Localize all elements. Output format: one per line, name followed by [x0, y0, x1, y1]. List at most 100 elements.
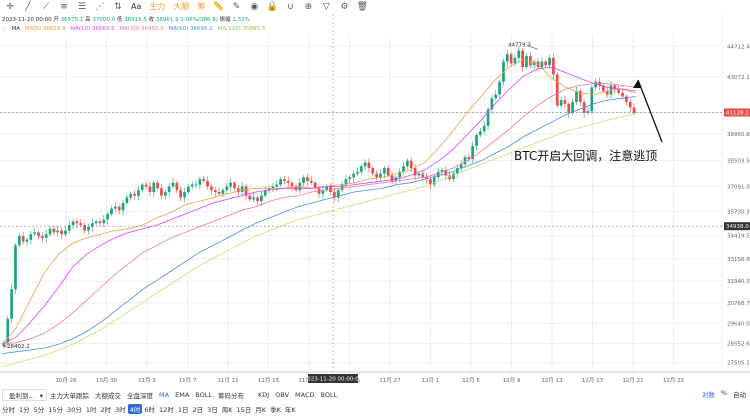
timeframe-3[interactable]: 15分 [48, 406, 64, 414]
candle-body [256, 197, 259, 202]
candle-body [152, 182, 156, 192]
candle-body [60, 230, 63, 235]
annotation-arrow-line [637, 79, 663, 143]
trendline-icon[interactable]: ╱ [25, 2, 31, 12]
indicator-ma[interactable]: MA [159, 391, 170, 399]
candle-body [83, 225, 86, 231]
candle-body [609, 85, 613, 95]
candle-body [398, 171, 402, 178]
candle-body [528, 56, 532, 66]
timeframe-11[interactable]: 1日 [177, 406, 189, 414]
price-tag-box [724, 108, 750, 117]
ma-line-MA(5) [1, 59, 637, 345]
candle-body [382, 168, 386, 174]
candle-body [348, 177, 352, 180]
candle-body [194, 184, 198, 186]
indicator-boll[interactable]: BOLL [195, 391, 212, 399]
text-tool[interactable]: Aa [131, 2, 142, 11]
y-tick-label: 29640.0 [727, 322, 750, 328]
y-tick-label: 27505.1 [727, 361, 750, 367]
candle-body [575, 90, 578, 102]
timeframe-9[interactable]: 6时 [144, 406, 156, 414]
fib-icon[interactable]: ☰ [77, 2, 87, 12]
candle-body [371, 168, 375, 174]
candle-body [279, 179, 282, 185]
filter-icon[interactable]: ▽ [322, 2, 330, 12]
indicator-obv[interactable]: OBV [275, 391, 290, 399]
candle-body [44, 234, 48, 238]
candle-body [617, 89, 621, 93]
big-order-button[interactable]: 大额 [173, 2, 190, 11]
indicator-boll-sub[interactable]: BOLL [320, 391, 338, 399]
timeframe-4[interactable]: 30分 [67, 406, 82, 414]
channel-icon[interactable]: ≡ [60, 2, 68, 12]
candle-body [140, 184, 144, 191]
main-force-button[interactable]: 主力 [149, 2, 166, 11]
timeframe-16[interactable]: 月K [255, 406, 267, 414]
candle-body [482, 125, 486, 132]
candle-body [56, 230, 60, 233]
indicator-ema[interactable]: EMA [175, 391, 190, 399]
candle-body [390, 175, 394, 181]
candle-body [110, 208, 113, 215]
settings-icon[interactable]: ⚙ [340, 2, 349, 12]
timeframe-7[interactable]: 3时 [115, 406, 126, 414]
percent-scale-button[interactable]: % [720, 389, 727, 397]
ray-icon[interactable]: ⟋ [42, 2, 50, 12]
timeframe-17[interactable]: 季K [270, 406, 281, 414]
x-tick-label: 12月 21 [622, 377, 643, 384]
timeframe-18[interactable]: 年K [284, 406, 296, 414]
log-scale-button[interactable]: 对数 [701, 391, 715, 399]
crosshair-icon[interactable]: ✛ [6, 2, 14, 12]
indicator-chip[interactable]: 筹码分布 [218, 392, 244, 400]
timeframe-0[interactable]: 分时 [2, 406, 15, 414]
x-tick-label: 12月 9 [503, 377, 521, 384]
trash-icon[interactable]: 🗑 [356, 2, 369, 12]
x-tick-label: 10月 30 [96, 377, 118, 384]
chip-button[interactable]: 筹 [197, 2, 206, 11]
timeframe-14[interactable]: 周K [221, 406, 233, 414]
lock-icon[interactable]: 🔒 [266, 2, 278, 12]
timeframe-13[interactable]: 3日 [207, 406, 218, 414]
eye-icon[interactable]: ◉ [250, 2, 259, 12]
timeframe-6[interactable]: 2时 [100, 406, 112, 414]
timeframe-5[interactable]: 1时 [85, 406, 97, 414]
candle-body [333, 191, 336, 198]
zoom-icon[interactable]: ⊕ [304, 2, 313, 12]
timeframe-10[interactable]: 12时 [159, 406, 174, 414]
indicator-big-trade[interactable]: 大额成交 [95, 392, 122, 400]
candle-body [352, 173, 355, 178]
candle-body [552, 57, 555, 75]
indicator-main-force[interactable]: 主力大单跟踪 [50, 392, 90, 400]
projection-icon[interactable]: ⇅ [114, 2, 122, 12]
ma-toggle-icon[interactable]: ◌ [2, 26, 7, 32]
auto-scale-button[interactable]: 自动 [733, 391, 746, 399]
x-tick-label: 12月 13 [541, 377, 563, 384]
candle-body [221, 190, 225, 194]
candle-body [336, 190, 340, 198]
indicator-macd[interactable]: MACD [295, 391, 315, 399]
candle-body [590, 87, 594, 112]
candle-body [102, 219, 106, 224]
magnet-icon[interactable]: ∪ [287, 2, 294, 12]
pattern-icon[interactable]: ⋰ [95, 2, 105, 12]
timeframe-15[interactable]: 15日 [236, 406, 252, 414]
profit-dropdown[interactable]: 盈利到... ▾ [2, 389, 48, 401]
timeframe-8[interactable]: 4时 [127, 404, 143, 414]
y-tick-label: 35730.3 [727, 210, 750, 216]
ruler-icon[interactable]: 📏 [212, 2, 224, 12]
candle-body [190, 184, 194, 187]
indicator-bar: 盈利到... ▾ 主力大单跟踪 大额成交 全盘深度 MA EMA BOLL 筹码… [0, 389, 750, 401]
brush-icon[interactable]: ✎ [232, 2, 241, 12]
timeframe-1[interactable]: 1分 [19, 406, 30, 414]
timeframe-2[interactable]: 5分 [33, 406, 45, 414]
ma60-legend: MA(60) 36695.1 [168, 26, 213, 32]
candle-body [79, 223, 83, 226]
candle-body [455, 168, 459, 174]
indicator-kdj[interactable]: KDJ [258, 391, 270, 399]
candle-body [467, 157, 471, 159]
candle-body [75, 221, 79, 224]
timeframe-12[interactable]: 2日 [192, 406, 204, 414]
indicator-depth[interactable]: 全盘深度 [127, 392, 154, 400]
